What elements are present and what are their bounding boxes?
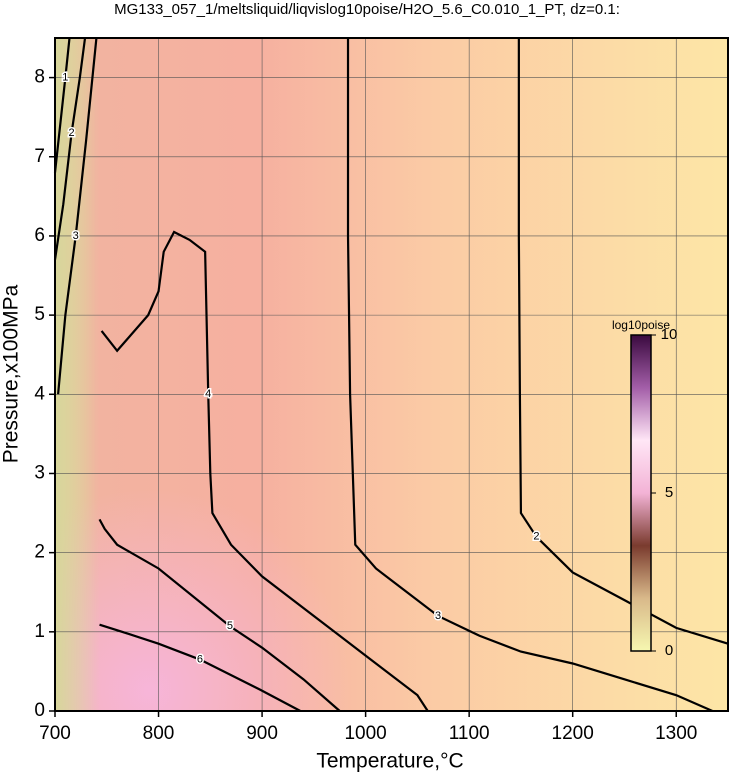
contour-line	[100, 230, 429, 712]
contour-line	[346, 38, 713, 713]
contour-label: 6	[197, 653, 203, 665]
contour-line	[517, 38, 729, 645]
field-shade	[55, 38, 728, 711]
contour-label: 1	[62, 71, 68, 83]
colorbar-tick-label: 5	[665, 484, 673, 501]
y-tick-label: 8	[34, 67, 45, 88]
contour-label: 3	[435, 610, 441, 622]
x-tick-label: 800	[143, 723, 175, 744]
field-edge	[55, 38, 100, 711]
x-tick-label: 1100	[449, 723, 490, 744]
contour-line	[98, 518, 341, 712]
plot-area	[55, 38, 728, 711]
contour-label: 2	[533, 531, 539, 543]
contour-line	[57, 37, 98, 395]
y-tick-label: 1	[34, 621, 45, 642]
x-tick-label: 1200	[552, 723, 594, 744]
colorbar	[630, 334, 652, 652]
x-tick-label: 700	[39, 723, 71, 744]
frame	[54, 37, 729, 712]
contour-label: 2	[69, 127, 75, 139]
y-tick-label: 4	[34, 383, 45, 404]
colorbar-tick-label: 10	[661, 326, 678, 343]
contour-label: 3	[73, 230, 79, 242]
chart-title: MG133_057_1/meltsliquid/liqvislog10poise…	[114, 1, 620, 18]
x-tick-label: 1300	[655, 723, 697, 744]
x-tick-label: 900	[246, 723, 278, 744]
y-tick-label: 7	[34, 146, 45, 167]
y-tick-label: 0	[34, 700, 45, 721]
x-tick-label: 1000	[344, 723, 386, 744]
contour-line	[99, 623, 301, 712]
y-tick-label: 2	[34, 542, 45, 563]
contour-label: 5	[227, 620, 233, 632]
colorbar-label: log10poise	[612, 318, 670, 332]
contour-line	[53, 37, 87, 260]
y-tick-label: 5	[34, 304, 45, 325]
y-axis-label: Pressure,x100MPa	[0, 284, 23, 463]
colorbar-tick-label: 0	[665, 642, 673, 659]
x-axis-label: Temperature,°C	[316, 750, 463, 773]
y-tick-label: 6	[34, 225, 45, 246]
y-tick-label: 3	[34, 462, 45, 483]
contour-label: 4	[205, 388, 211, 400]
contour-line	[53, 37, 71, 173]
